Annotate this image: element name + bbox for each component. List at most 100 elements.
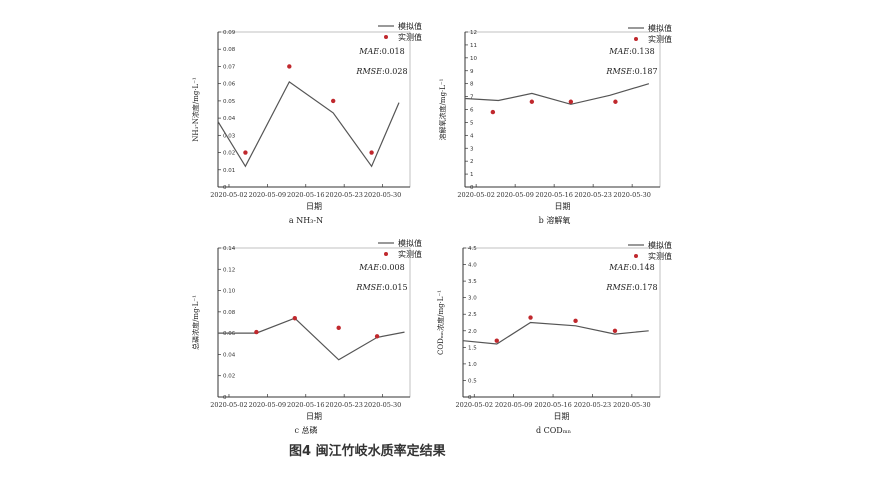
x-tick-label: 2020-05-23 bbox=[574, 191, 611, 199]
legend-label-observed: 实测值 bbox=[648, 251, 672, 261]
observed-point bbox=[292, 316, 297, 321]
y-tick-label: 0 bbox=[470, 185, 474, 191]
x-tick-label: 2020-05-16 bbox=[535, 191, 572, 199]
x-axis-label: 日期 bbox=[555, 202, 571, 211]
x-tick-label: 2020-05-23 bbox=[574, 401, 611, 409]
legend-label-simulated: 模拟值 bbox=[648, 240, 672, 250]
x-tick-label: 2020-05-09 bbox=[495, 401, 532, 409]
observed-point bbox=[369, 150, 374, 155]
observed-point bbox=[336, 325, 341, 331]
observed-point bbox=[612, 328, 618, 333]
y-tick-label: 3.5 bbox=[468, 279, 477, 285]
mae-value: MAE:0.008 bbox=[358, 263, 404, 272]
y-tick-label: 0.5 bbox=[468, 378, 477, 384]
rmse-value: RMSE:0.028 bbox=[355, 67, 407, 76]
mae-value: MAE:0.018 bbox=[358, 47, 404, 56]
panel-sublabel: d CODₘₙ bbox=[536, 426, 572, 435]
y-tick-label: 7 bbox=[470, 95, 474, 101]
legend-label-simulated: 模拟值 bbox=[398, 21, 422, 31]
series-simulated-line bbox=[464, 83, 650, 105]
x-tick-label: 2020-05-09 bbox=[249, 401, 286, 409]
x-tick-label: 2020-05-30 bbox=[613, 401, 650, 409]
y-tick-label: 4.0 bbox=[468, 263, 477, 269]
rmse-value: RMSE:0.178 bbox=[605, 283, 657, 292]
y-tick-label: 4.5 bbox=[468, 246, 477, 252]
y-tick-label: 0.14 bbox=[223, 246, 236, 252]
observed-point bbox=[254, 329, 259, 335]
y-tick-label: 0.04 bbox=[223, 352, 236, 358]
y-tick-label: 1 bbox=[470, 172, 474, 178]
x-tick-label: 2020-05-16 bbox=[287, 191, 324, 199]
observed-point bbox=[494, 338, 499, 343]
mae-value: MAE:0.148 bbox=[608, 263, 654, 272]
panel-sublabel: b 溶解氧 bbox=[539, 215, 571, 225]
observed-point bbox=[528, 315, 533, 320]
observed-point bbox=[568, 99, 574, 104]
y-tick-label: 2.5 bbox=[468, 312, 477, 318]
observed-point bbox=[573, 318, 578, 324]
x-tick-label: 2020-05-30 bbox=[364, 191, 401, 199]
y-tick-label: 3 bbox=[470, 146, 474, 152]
chart-panel-a: 0 0.01 0.02 0.03 0.04 0.05 0.06 0.07 0.08 0.09 202… bbox=[191, 21, 422, 225]
y-tick-label: 5 bbox=[470, 120, 474, 126]
y-tick-label: 0.12 bbox=[223, 267, 235, 273]
y-tick-label: 0.06 bbox=[223, 331, 236, 337]
observed-point bbox=[374, 334, 380, 339]
y-tick-label: 9 bbox=[470, 69, 474, 75]
x-tick-label: 2020-05-09 bbox=[496, 191, 533, 199]
legend-label-observed: 实测值 bbox=[648, 34, 672, 44]
legend-label-simulated: 模拟值 bbox=[398, 238, 422, 248]
legend-label-simulated: 模拟值 bbox=[648, 23, 672, 33]
observed-point bbox=[243, 150, 248, 155]
x-tick-label: 2020-05-23 bbox=[325, 401, 362, 409]
y-tick-label: 0.04 bbox=[223, 116, 236, 122]
x-axis-label: 日期 bbox=[306, 202, 322, 211]
y-tick-label: 0.05 bbox=[223, 99, 236, 105]
y-tick-label: 0 bbox=[468, 395, 472, 401]
x-tick-label: 2020-05-23 bbox=[325, 191, 362, 199]
x-tick-label: 2020-05-16 bbox=[534, 401, 571, 409]
observed-point bbox=[613, 99, 618, 104]
y-tick-label: 0.02 bbox=[223, 151, 235, 157]
x-tick-label: 2020-05-02 bbox=[210, 401, 247, 409]
x-axis-label: 日期 bbox=[554, 412, 570, 421]
y-tick-label: 12 bbox=[470, 30, 477, 36]
y-tick-label: 0.09 bbox=[223, 30, 236, 36]
series-simulated-line bbox=[218, 317, 405, 361]
y-tick-label: 0.02 bbox=[223, 374, 235, 380]
y-tick-label: 0 bbox=[223, 395, 227, 401]
legend-label-observed: 实测值 bbox=[398, 32, 422, 42]
y-tick-label: 0.08 bbox=[223, 310, 236, 316]
y-tick-label: 11 bbox=[470, 43, 477, 49]
x-tick-label: 2020-05-02 bbox=[457, 191, 494, 199]
observed-point bbox=[287, 64, 292, 69]
observed-point bbox=[529, 99, 535, 104]
y-tick-label: 0.08 bbox=[223, 47, 236, 53]
y-tick-label: 0.01 bbox=[223, 168, 235, 174]
figure-caption: 图4 闽江竹岐水质率定结果 bbox=[289, 444, 446, 459]
y-axis-label: CODₘₙ浓度/mg·L⁻¹ bbox=[436, 290, 445, 355]
x-axis-label: 日期 bbox=[306, 412, 322, 421]
legend-label-observed: 实测值 bbox=[398, 249, 422, 259]
y-tick-label: 0 bbox=[223, 185, 227, 191]
x-tick-label: 2020-05-16 bbox=[287, 401, 324, 409]
x-tick-label: 2020-05-30 bbox=[613, 191, 650, 199]
panel-sublabel: a NH₃-N bbox=[289, 216, 323, 225]
x-tick-label: 2020-05-30 bbox=[364, 401, 401, 409]
x-tick-label: 2020-05-09 bbox=[249, 191, 286, 199]
rmse-value: RMSE:0.187 bbox=[605, 67, 657, 76]
legend-marker-observed bbox=[384, 252, 388, 256]
y-tick-label: 0.10 bbox=[223, 289, 236, 295]
y-tick-label: 1.0 bbox=[468, 362, 477, 368]
y-axis-label: 溶解氧浓度/mg·L⁻¹ bbox=[438, 78, 447, 140]
observed-point bbox=[331, 98, 336, 104]
legend-marker-observed bbox=[634, 37, 638, 41]
series-simulated-line bbox=[217, 81, 400, 168]
series-simulated-line bbox=[462, 321, 649, 345]
y-tick-label: 3.0 bbox=[468, 296, 477, 302]
observed-point bbox=[490, 109, 496, 115]
y-axis-label: 总磷浓度/mg·L⁻¹ bbox=[191, 295, 200, 350]
y-tick-label: 0.03 bbox=[223, 133, 236, 139]
